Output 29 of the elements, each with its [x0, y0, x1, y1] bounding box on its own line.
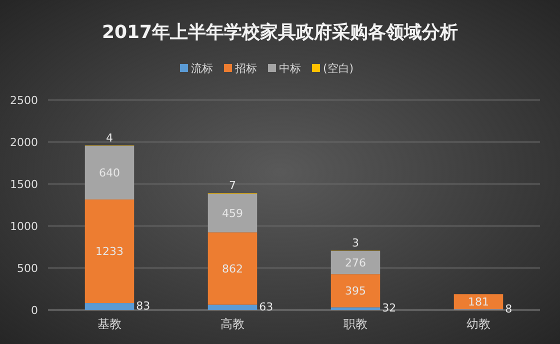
chart-title: 2017年上半年学校家具政府采购各领域分析 [102, 22, 458, 43]
legend-label: (空白) [323, 62, 354, 75]
x-tick-label: 幼教 [466, 317, 490, 331]
data-label: 32 [382, 302, 396, 315]
y-tick-label: 1500 [10, 178, 38, 191]
data-label: 1233 [96, 245, 124, 258]
data-label: 395 [345, 284, 366, 298]
data-label: 7 [229, 179, 236, 192]
y-tick-label: 2500 [10, 94, 38, 107]
data-label: 4 [106, 131, 113, 144]
data-label: 8 [505, 302, 512, 316]
data-label: 640 [99, 166, 120, 180]
legend-label: 中标 [279, 62, 301, 75]
legend-label: 招标 [234, 62, 257, 75]
data-label: 459 [222, 207, 243, 220]
data-label: 181 [468, 296, 489, 309]
y-tick-label: 2000 [10, 136, 38, 149]
data-label: 3 [352, 236, 359, 250]
x-tick-label: 基教 [98, 317, 122, 331]
data-label: 83 [136, 300, 150, 313]
data-label: 276 [345, 256, 366, 270]
y-tick-label: 1000 [10, 220, 38, 233]
x-tick-label: 职教 [344, 317, 368, 331]
y-tick-label: 500 [17, 262, 38, 275]
y-tick-label: 0 [31, 304, 38, 317]
x-tick-label: 高教 [220, 317, 244, 331]
data-label: 862 [222, 262, 243, 276]
data-label: 63 [259, 300, 274, 314]
legend-label: 流标 [191, 62, 213, 75]
